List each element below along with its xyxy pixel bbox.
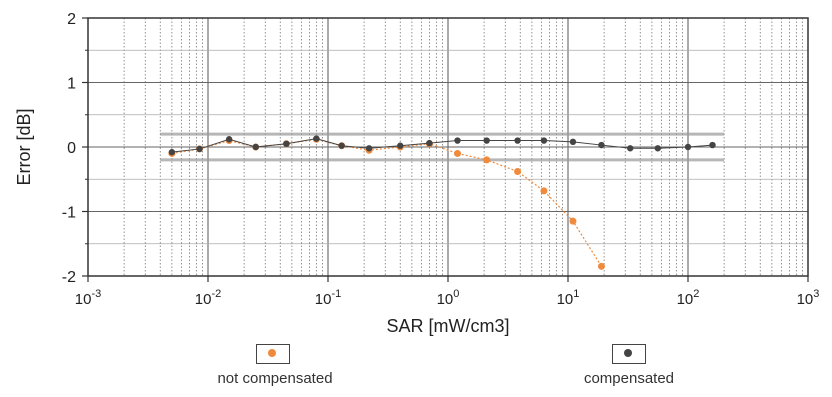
data-point-compensated: [598, 141, 605, 149]
x-tick-label: 102: [677, 288, 700, 308]
x-tick-label: 100: [437, 288, 460, 308]
data-point-not-compensated: [569, 217, 577, 225]
axis-layer: 10-3 10-2 10-1 100 101 102 103 -2 -1 0 1 2: [62, 11, 820, 308]
legend-label-compensated: compensated: [583, 370, 675, 387]
data-point-not-compensated: [483, 156, 491, 164]
data-point-compensated: [514, 137, 521, 144]
data-point-compensated: [313, 135, 320, 142]
data-point-not-compensated: [597, 262, 605, 270]
data-point-compensated: [426, 139, 433, 147]
data-point-compensated: [684, 143, 692, 151]
data-point-compensated: [569, 138, 577, 146]
x-tick-label: 103: [797, 288, 820, 308]
x-tick-label: 101: [557, 288, 580, 308]
data-point-compensated: [454, 137, 461, 144]
y-tick-label: 0: [67, 140, 76, 157]
legend-swatch-compensated: [612, 344, 646, 364]
grid-layer: [87, 17, 809, 277]
legend-marker-not-compensated: [268, 349, 276, 357]
legend-swatch-not-compensated: [256, 344, 290, 364]
data-point-not-compensated: [454, 149, 462, 157]
data-point-compensated: [654, 145, 661, 152]
y-tick-label: 2: [67, 11, 76, 28]
data-point-compensated: [483, 137, 490, 144]
series-layer: [168, 135, 716, 270]
data-point-compensated: [252, 143, 259, 151]
data-point-compensated: [168, 148, 176, 156]
legend-marker-compensated: [624, 349, 632, 357]
data-point-not-compensated: [514, 168, 522, 176]
y-tick-label: -2: [62, 269, 76, 286]
data-point-compensated: [627, 145, 634, 152]
x-axis-label: SAR [mW/cm3]: [386, 316, 509, 336]
data-point-compensated: [338, 142, 345, 149]
y-tick-label: -1: [62, 205, 76, 222]
data-point-compensated: [225, 136, 233, 143]
series-line-compensated: [171, 138, 713, 153]
data-point-compensated: [397, 142, 404, 149]
y-tick-label: 1: [67, 76, 76, 93]
legend-label-not-compensated: not compensated: [217, 370, 333, 387]
x-tick-label: 10-1: [315, 288, 341, 308]
y-axis-label: Error [dB]: [14, 108, 34, 185]
series-line-not-compensated: [171, 138, 602, 267]
data-point-compensated: [283, 140, 290, 147]
data-point-compensated: [709, 141, 716, 149]
data-point-compensated: [365, 145, 373, 152]
x-tick-label: 10-3: [75, 288, 101, 308]
data-point-not-compensated: [540, 187, 548, 195]
data-point-compensated: [540, 137, 548, 144]
x-tick-label: 10-2: [195, 288, 221, 308]
tolerance-band-layer: [160, 132, 725, 162]
data-point-compensated: [196, 145, 203, 153]
